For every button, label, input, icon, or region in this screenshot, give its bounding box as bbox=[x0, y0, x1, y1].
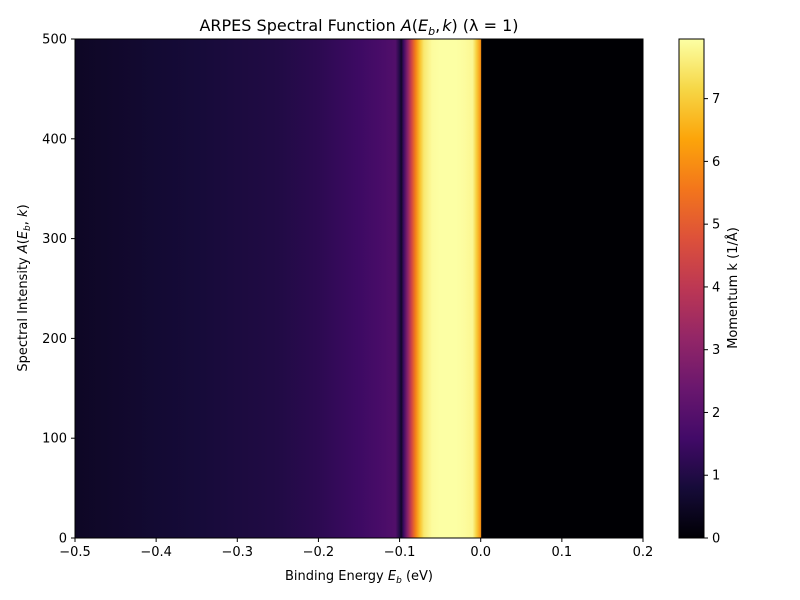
heatmap-image bbox=[75, 39, 643, 538]
colorbar-tick-label: 5 bbox=[712, 218, 720, 233]
x-tick-label: 0.2 bbox=[633, 545, 654, 560]
x-tick-label: −0.1 bbox=[384, 545, 416, 560]
x-tick-label: −0.3 bbox=[221, 545, 253, 560]
x-tick-label: −0.4 bbox=[140, 545, 172, 560]
y-tick-label: 0 bbox=[59, 532, 67, 547]
colorbar-tick-label: 2 bbox=[712, 406, 720, 421]
colorbar-tick-label: 6 bbox=[712, 155, 720, 170]
colorbar-tick-label: 4 bbox=[712, 280, 720, 295]
x-axis-label: Binding Energy Eb (eV) bbox=[285, 569, 433, 586]
colorbar-label: Momentum k (1/Å) bbox=[725, 227, 741, 349]
y-tick-label: 500 bbox=[42, 33, 67, 48]
x-tick-label: −0.2 bbox=[303, 545, 335, 560]
colorbar-tick-label: 0 bbox=[712, 532, 720, 547]
y-tick-label: 100 bbox=[42, 432, 67, 447]
y-axis: 0 100 200 300 400 500 bbox=[42, 33, 75, 547]
x-tick-label: 0.1 bbox=[552, 545, 573, 560]
colorbar-tick-label: 3 bbox=[712, 343, 720, 358]
colorbar-tick-label: 7 bbox=[712, 92, 720, 107]
x-tick-label: 0.0 bbox=[470, 545, 491, 560]
x-axis: −0.5 −0.4 −0.3 −0.2 −0.1 0.0 0.1 0.2 bbox=[59, 538, 653, 560]
heatmap-plot bbox=[74, 38, 644, 539]
y-tick-label: 400 bbox=[42, 132, 67, 147]
colorbar-frame bbox=[678, 38, 705, 539]
x-tick-label: −0.5 bbox=[59, 545, 91, 560]
colorbar: 0 1 2 3 4 5 6 7 Momentum k (1/Å) bbox=[678, 38, 741, 547]
y-tick-label: 300 bbox=[42, 232, 67, 247]
colorbar-gradient bbox=[679, 39, 704, 538]
colorbar-ticks: 0 1 2 3 4 5 6 7 bbox=[704, 92, 720, 547]
y-tick-label: 200 bbox=[42, 332, 67, 347]
plot-frame bbox=[74, 38, 644, 539]
y-axis-label: Spectral Intensity A(Eb, k) bbox=[16, 204, 33, 371]
colorbar-tick-label: 1 bbox=[712, 469, 720, 484]
chart-title: ARPES Spectral Function A(Eb, k) (λ = 1) bbox=[199, 16, 518, 38]
